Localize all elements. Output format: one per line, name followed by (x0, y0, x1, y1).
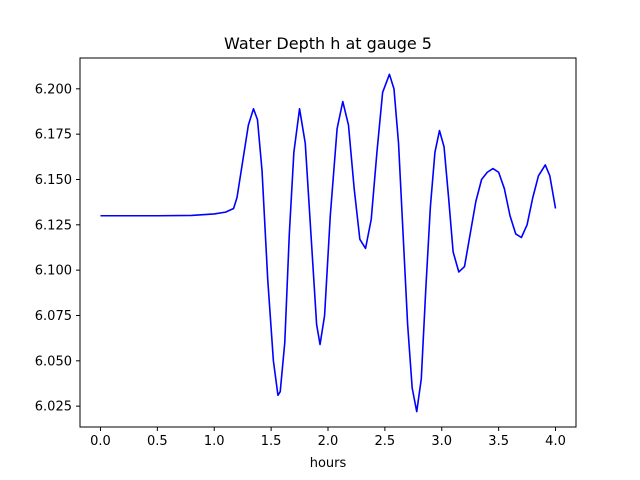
series-line-0 (100, 73, 557, 413)
x-tick-label: 3.5 (488, 434, 509, 449)
y-axis-ticks: 6.025 6.050 6.075 6.100 6.125 6.150 6.175 6.200 (35, 82, 80, 415)
y-tick-label: 6.200 (35, 82, 72, 97)
y-tick-label: 6.175 (35, 128, 72, 143)
x-tick-label: 1.0 (204, 434, 225, 449)
x-tick-label: 0.5 (147, 434, 168, 449)
x-tick-label: 2.5 (375, 434, 396, 449)
x-tick-label: 2.0 (318, 434, 339, 449)
plot-area (100, 73, 557, 413)
y-tick-label: 6.025 (35, 400, 72, 415)
y-tick-label: 6.075 (35, 309, 72, 324)
x-axis-ticks: 0.0 0.5 1.0 1.5 2.0 2.5 3.0 3.5 4.0 (90, 427, 566, 449)
x-axis-label: hours (310, 456, 347, 471)
y-tick-label: 6.125 (35, 218, 72, 233)
y-tick-label: 6.150 (35, 173, 72, 188)
x-tick-label: 4.0 (545, 434, 566, 449)
x-tick-label: 1.5 (261, 434, 282, 449)
chart-title: Water Depth h at gauge 5 (224, 34, 432, 53)
y-tick-label: 6.050 (35, 354, 72, 369)
axes-frame (79, 57, 577, 428)
x-tick-label: 0.0 (90, 434, 111, 449)
y-tick-label: 6.100 (35, 264, 72, 279)
x-tick-label: 3.0 (431, 434, 452, 449)
